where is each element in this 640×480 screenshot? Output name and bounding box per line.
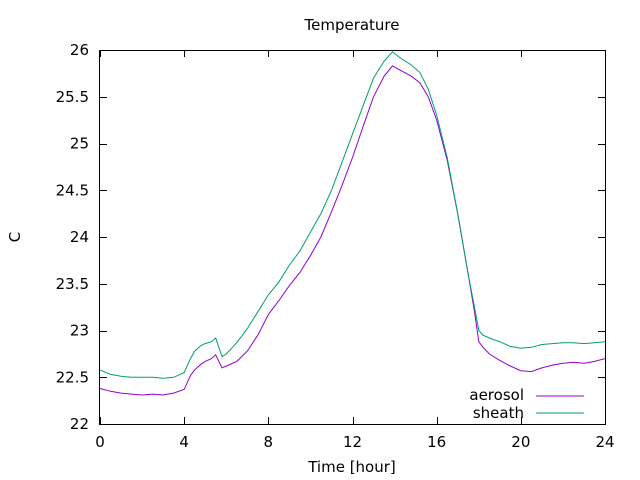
- series-lines: [99, 51, 606, 396]
- x-tick-label: 16: [427, 433, 446, 451]
- y-tick-label: 22.5: [56, 368, 89, 386]
- series-line-aerosol: [99, 65, 606, 396]
- legend-label-sheath: sheath: [473, 404, 524, 422]
- series-line-sheath: [99, 51, 606, 379]
- x-tick-label: 0: [95, 433, 105, 451]
- y-tick-label: 23.5: [56, 275, 89, 293]
- legend-label-aerosol: aerosol: [469, 386, 524, 404]
- axis-ticks: 0 4 8 12 16 20 24 22 22.5 23 23.5 24 24.5 25 25.5 26: [56, 41, 615, 451]
- x-tick-label: 4: [179, 433, 189, 451]
- x-tick-label: 8: [264, 433, 274, 451]
- y-tick-label: 25: [70, 135, 89, 153]
- chart-title: Temperature: [303, 16, 399, 34]
- y-tick-label: 23: [70, 322, 89, 340]
- x-tick-label: 20: [511, 433, 530, 451]
- y-tick-label: 25.5: [56, 88, 89, 106]
- y-tick-label: 24: [70, 228, 89, 246]
- y-tick-label: 24.5: [56, 181, 89, 199]
- y-tick-label: 26: [70, 41, 89, 59]
- x-tick-label: 12: [343, 433, 362, 451]
- x-axis-label: Time [hour]: [307, 458, 396, 476]
- y-axis-label: C: [6, 232, 24, 242]
- y-tick-label: 22: [70, 415, 89, 433]
- x-tick-label: 24: [595, 433, 614, 451]
- plot-frame: [99, 50, 606, 425]
- legend: aerosol sheath: [469, 386, 584, 422]
